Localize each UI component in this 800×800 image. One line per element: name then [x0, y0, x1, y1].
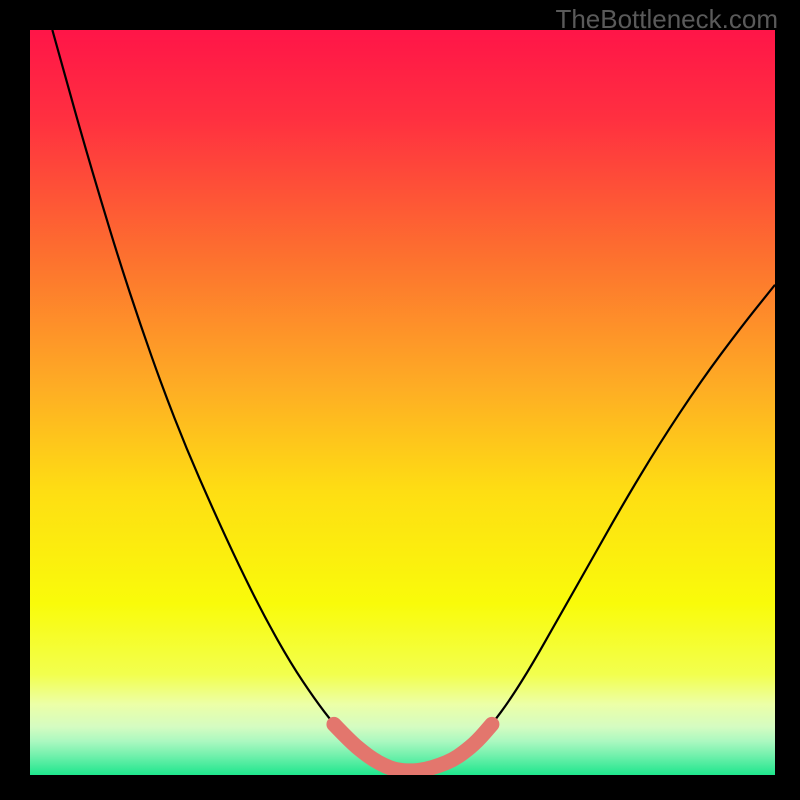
watermark-text: TheBottleneck.com	[555, 4, 778, 35]
plot-area	[30, 30, 775, 775]
gradient-background	[30, 30, 775, 775]
gradient-plot	[30, 30, 775, 775]
chart-canvas: TheBottleneck.com	[0, 0, 800, 800]
